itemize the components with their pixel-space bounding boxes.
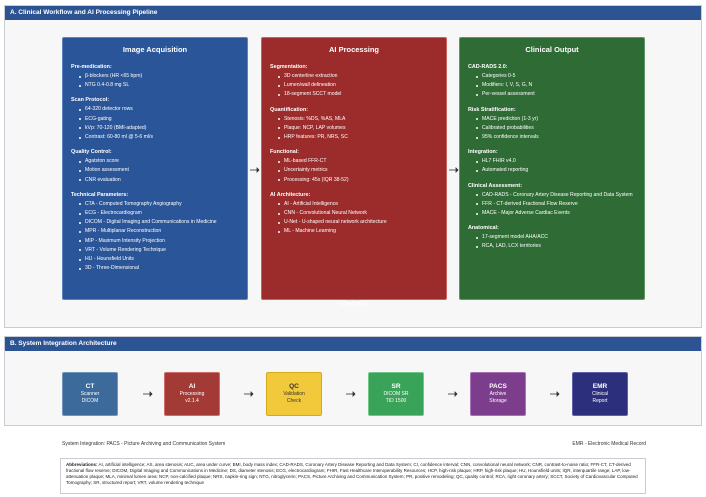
list-item: NTG 0.4-0.8 mg SL: [71, 81, 239, 90]
list-item: CTA - Computed Tomography Angiography: [71, 200, 239, 209]
system-node: AI Processing v2.1.4: [164, 372, 220, 416]
group-heading: Integration:: [468, 149, 498, 156]
list-item: MIP - Maximum Intensity Projection: [71, 237, 239, 246]
system-node: QC Validation Check: [266, 372, 322, 416]
column-title: Image Acquisition: [122, 45, 188, 54]
list-item: RCA, LAD, LCX territories: [468, 242, 636, 251]
list-item: DICOM - Digital Imaging and Communicatio…: [71, 218, 239, 227]
list-item: Modifiers: I, V, S, G, N: [468, 81, 636, 90]
list-item: 17-segment model AHA/ACC: [468, 233, 636, 242]
node-label: CT: [85, 383, 95, 390]
column: Clinical Output CAD-RADS 2.0: Categories 0…: [459, 37, 645, 300]
group-heading: Scan Protocol:: [71, 97, 110, 104]
list-item: Categories 0-5: [468, 72, 636, 81]
node-detail: DICOM SR: [383, 391, 409, 397]
node-detail: TID 1500: [385, 397, 407, 404]
list-item: MACE - Major Adverse Cardiac Events: [468, 209, 636, 218]
arrows: [143, 167, 560, 397]
group-heading: AI Architecture:: [270, 191, 311, 198]
node-label: QC: [289, 383, 299, 390]
list-item: MACE prediction (1-3 yr): [468, 115, 636, 124]
list-item: 64-320 detector rows: [71, 105, 239, 114]
group-heading: Segmentation:: [270, 64, 308, 70]
node-label: EMR: [592, 383, 608, 390]
list-item: β-blockers (HR <65 bpm): [71, 72, 239, 81]
column: Image Acquisition Pre-medication: β-blocke…: [62, 37, 248, 300]
abbr-text: AI, artificial intelligence; AS, area st…: [66, 462, 638, 486]
node-detail: Scanner: [80, 391, 100, 397]
node-detail: Archive: [489, 391, 507, 397]
list-item: FFR - CT-derived Fractional Flow Reserve: [468, 200, 636, 209]
group-heading: Clinical Assessment:: [468, 182, 523, 189]
system-node: CT Scanner DICOM: [62, 372, 118, 416]
list-item: CNN - Convolutional Neural Network: [270, 209, 438, 218]
group-heading: Risk Stratification:: [468, 106, 516, 113]
list-item: Contrast: 60-80 ml @ 5-6 ml/s: [71, 133, 239, 142]
node-label: AI: [188, 383, 196, 390]
column: AI Processing Segmentation: 3D centerline …: [261, 37, 447, 300]
footer-right: EMR - Electronic Medical Record: [572, 441, 646, 447]
list-item: Automated reporting: [468, 166, 636, 175]
node-detail: Validation: [283, 391, 305, 397]
group-heading: Functional:: [270, 149, 300, 156]
list-item: 3D - Three-Dimensional: [71, 264, 239, 273]
section-b-title: B. System Integration Architecture: [5, 337, 701, 351]
system-node: EMR Clinical Report: [572, 372, 628, 416]
node-detail: DICOM: [81, 397, 99, 404]
column-title: AI Processing: [328, 45, 380, 54]
column-title: Clinical Output: [525, 45, 579, 54]
list-item: CNR evaluation: [71, 176, 239, 185]
list-item: ECG-gating: [71, 115, 239, 124]
list-item: HU - Hounsfield Units: [71, 255, 239, 264]
list-item: Agatston score: [71, 157, 239, 166]
group-heading: Anatomical:: [468, 225, 499, 232]
list-item: HL7 FHIR v4.0: [468, 157, 636, 166]
node-detail: Report: [592, 397, 608, 404]
list-item: HRP features: PR, NRS, SC: [270, 133, 438, 142]
list-item: ML-based FFR-CT: [270, 157, 438, 166]
list-item: Calibrated probabilities: [468, 124, 636, 133]
group-heading: CAD-RADS 2.0:: [468, 64, 508, 70]
group-heading: Quantification:: [270, 106, 309, 113]
list-item: ECG - Electrocardiogram: [71, 209, 239, 218]
node-detail: Check: [286, 397, 302, 404]
list-item: kVp: 70-120 (BMI-adapted): [71, 124, 239, 133]
section-a-title: A. Clinical Workflow and AI Processing P…: [5, 6, 701, 20]
node-detail: Clinical: [591, 391, 609, 397]
group-heading: Quality Control:: [71, 149, 112, 156]
list-item: U-Net - U-shaped neural network architec…: [270, 218, 438, 227]
list-item: 18-segment SCCT model: [270, 90, 438, 99]
list-item: AI - Artificial Intelligence: [270, 200, 438, 209]
node-detail: v2.1.4: [185, 397, 199, 404]
list-item: CAD-RADS - Coronary Artery Disease Repor…: [468, 191, 636, 200]
list-item: Stenosis: %DS, %AS, MLA: [270, 115, 438, 124]
node-detail: Storage: [489, 397, 507, 404]
group-heading: Technical Parameters:: [71, 191, 129, 198]
list-item: ML - Machine Learning: [270, 227, 438, 236]
list-item: Uncertainty metrics: [270, 166, 438, 175]
list-item: 3D centerline extraction: [270, 72, 438, 81]
node-detail: Processing: [179, 391, 205, 397]
group-heading: Pre-medication:: [71, 64, 112, 70]
list-item: Motion assessment: [71, 166, 239, 175]
node-label: SR: [391, 383, 401, 390]
list-item: Lumen/wall delineation: [270, 81, 438, 90]
list-item: 95% confidence intervals: [468, 133, 636, 142]
unet-label: U-Net CNN: [340, 302, 366, 308]
list-item: Per-vessel assessment: [468, 90, 636, 99]
footer-left: System Integration: PACS - Picture Archi…: [62, 441, 226, 447]
list-item: MPR - Multiplanar Reconstruction: [71, 227, 239, 236]
system-node: SR DICOM SR TID 1500: [368, 372, 424, 416]
abbreviations: Abbreviations: AI, artificial intelligen…: [60, 458, 646, 494]
node-label: PACS: [489, 383, 507, 390]
abbr-label: Abbreviations:: [66, 462, 98, 467]
list-item: VRT - Volume Rendering Technique: [71, 246, 239, 255]
system-node: PACS Archive Storage: [470, 372, 526, 416]
list-item: Processing: 45s (IQR 38-52): [270, 176, 438, 185]
list-item: Plaque: NCP, LAP volumes: [270, 124, 438, 133]
